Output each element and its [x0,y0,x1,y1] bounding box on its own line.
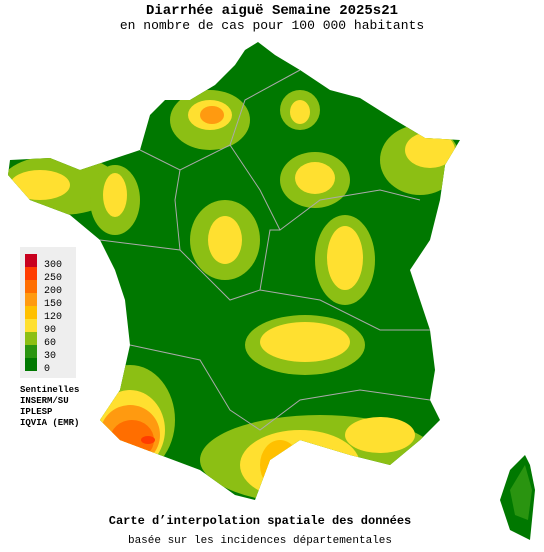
footer-title: Carte d’interpolation spatiale des donné… [109,514,411,528]
sources-title: Sentinelles [20,385,79,395]
legend-swatch [25,267,37,280]
legend-label: 30 [44,351,56,362]
legend-label: 0 [44,364,50,375]
title: Diarrhée aiguë Semaine 2025s21 [146,3,398,19]
legend-swatch [25,280,37,293]
legend-swatch [25,293,37,306]
legend-label: 200 [44,286,62,297]
source-line: IPLESP [20,407,53,417]
legend-label: 150 [44,299,62,310]
legend-label: 250 [44,273,62,284]
source-line: IQVIA (EMR) [20,418,79,428]
region-borders [99,69,431,431]
legend-swatch [25,332,37,345]
source-line: INSERM/SU [20,396,69,406]
legend-label: 120 [44,312,62,323]
legend-swatch [25,345,37,358]
legend-swatch [25,254,37,267]
legend-swatch [25,358,37,371]
corsica-zone [510,465,532,520]
subtitle: en nombre de cas pour 100 000 habitants [120,18,424,33]
legend-swatch [25,319,37,332]
legend-label: 300 [44,260,62,271]
legend-swatch [25,306,37,319]
legend-label: 90 [44,325,56,336]
legend-label: 60 [44,338,56,349]
footer-subtitle: basée sur les incidences départementales [128,535,392,547]
